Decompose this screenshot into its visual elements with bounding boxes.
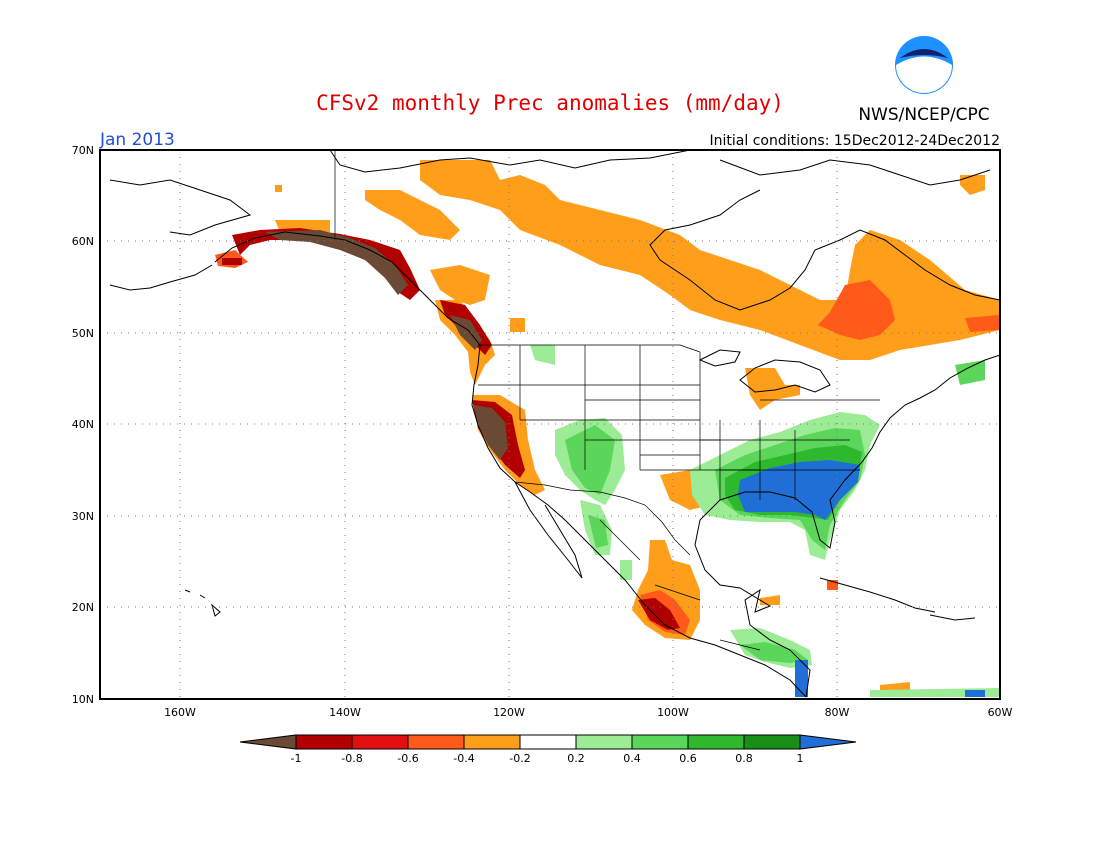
colorbar-swatch <box>519 734 577 750</box>
coastline-segment <box>109 179 252 236</box>
coastline-segment <box>819 577 936 613</box>
political-border <box>654 584 701 601</box>
anomaly-region <box>365 190 460 240</box>
anomaly-region <box>430 265 490 305</box>
anomaly-region <box>740 642 808 663</box>
initial-conditions-label: Initial conditions: 15Dec2012-24Dec2012 <box>710 133 1001 149</box>
coastline-segment <box>698 349 741 367</box>
coastline-segment <box>199 594 206 599</box>
colorbar-swatch <box>351 734 409 750</box>
latitude-label: 70N <box>72 144 94 157</box>
colorbar-tick-label: 0.6 <box>679 752 697 765</box>
anomaly-region <box>435 300 495 385</box>
map-frame <box>99 149 1001 700</box>
latitude-label: 10N <box>72 693 94 706</box>
latitude-label: 20N <box>72 601 94 614</box>
anomaly-region <box>265 230 408 295</box>
coastline-segment <box>719 159 991 186</box>
anomaly-region <box>965 315 1000 332</box>
anomaly-region <box>960 175 985 195</box>
anomaly-region <box>745 368 800 410</box>
colorbar-swatch <box>463 734 521 750</box>
colorbar-tick-label: 1 <box>797 752 804 765</box>
colorbar-tick-label: 0.8 <box>735 752 753 765</box>
latitude-label: 40N <box>72 418 94 431</box>
anomaly-region <box>620 560 632 580</box>
colorbar-tick-label: -1 <box>291 752 302 765</box>
coastline-segment <box>739 359 831 393</box>
coastline-segment <box>514 481 583 579</box>
month-label: Jan 2013 <box>99 130 175 150</box>
colorbar-tick-label: -0.8 <box>341 752 362 765</box>
anomaly-region <box>222 258 242 265</box>
colorbar-swatch <box>407 734 465 750</box>
coastline-segment <box>659 229 1001 311</box>
anomaly-region <box>638 598 680 630</box>
agency-label: NWS/NCEP/CPC <box>858 105 989 125</box>
political-border <box>719 639 761 651</box>
colorbar-swatch <box>575 734 633 750</box>
colorbar-swatch <box>295 734 353 750</box>
chart-title: CFSv2 monthly Prec anomalies (mm/day) <box>316 91 784 115</box>
colorbar-max-arrow <box>799 734 857 750</box>
longitude-label: 80W <box>825 706 850 719</box>
colorbar-swatch <box>631 734 689 750</box>
coastline-segment <box>649 189 761 261</box>
latitude-label: 60N <box>72 235 94 248</box>
latitude-labels: 70N 60N 50N 40N 30N 20N 10N <box>72 144 94 706</box>
precipitation-anomaly-layer <box>215 160 1000 697</box>
colorbar-swatch <box>743 734 801 750</box>
latitude-label: 50N <box>72 327 94 340</box>
anomaly-region <box>955 360 985 385</box>
coastline-segment <box>109 264 213 291</box>
longitude-label: 160W <box>164 706 196 719</box>
colorbar-tick-label: 0.4 <box>623 752 641 765</box>
colorbar-swatch <box>687 734 745 750</box>
anomaly-region <box>232 228 420 300</box>
longitude-labels: 160W 140W 120W 100W 80W 60W <box>164 706 1012 719</box>
coastline-segment <box>214 231 807 698</box>
longitude-label: 100W <box>657 706 689 719</box>
longitude-label: 60W <box>988 706 1013 719</box>
coastline-segment <box>211 603 221 617</box>
anomaly-region <box>738 460 860 520</box>
anomaly-region <box>275 185 282 192</box>
political-border <box>599 519 641 561</box>
colorbar: -1 -0.8 -0.6 -0.4 -0.2 0.2 0.4 0.6 0.8 1 <box>239 734 857 765</box>
anomaly-region <box>474 405 508 460</box>
political-border <box>514 481 691 556</box>
colorbar-tick-label: 0.2 <box>567 752 585 765</box>
coastline-segment <box>929 614 976 621</box>
anomaly-region <box>510 318 525 332</box>
colorbar-min-arrow <box>239 734 297 750</box>
coastline-layer <box>109 149 1001 698</box>
longitude-label: 140W <box>329 706 361 719</box>
noaa-logo: NOAA <box>895 36 953 94</box>
colorbar-tick-label: -0.4 <box>453 752 474 765</box>
anomaly-region <box>530 345 555 365</box>
anomaly-region <box>565 425 615 495</box>
map-panel: 70N 60N 50N 40N 30N 20N 10N 160W 140W 120W 100W 80… <box>72 144 1013 719</box>
latitude-label: 30N <box>72 510 94 523</box>
coastline-segment <box>329 149 691 173</box>
anomaly-region <box>965 690 985 697</box>
colorbar-tick-label: -0.6 <box>397 752 418 765</box>
graticule-layer <box>100 150 1000 699</box>
anomaly-region <box>795 660 808 697</box>
coastline-segment <box>184 589 191 593</box>
longitude-label: 120W <box>493 706 525 719</box>
colorbar-tick-label: -0.2 <box>509 752 530 765</box>
noaa-logo-text: NOAA <box>911 57 937 66</box>
